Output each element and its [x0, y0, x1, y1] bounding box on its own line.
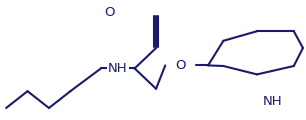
Text: NH: NH — [108, 63, 128, 75]
Text: NH: NH — [263, 95, 282, 108]
Text: O: O — [175, 59, 186, 72]
Text: O: O — [104, 6, 115, 18]
